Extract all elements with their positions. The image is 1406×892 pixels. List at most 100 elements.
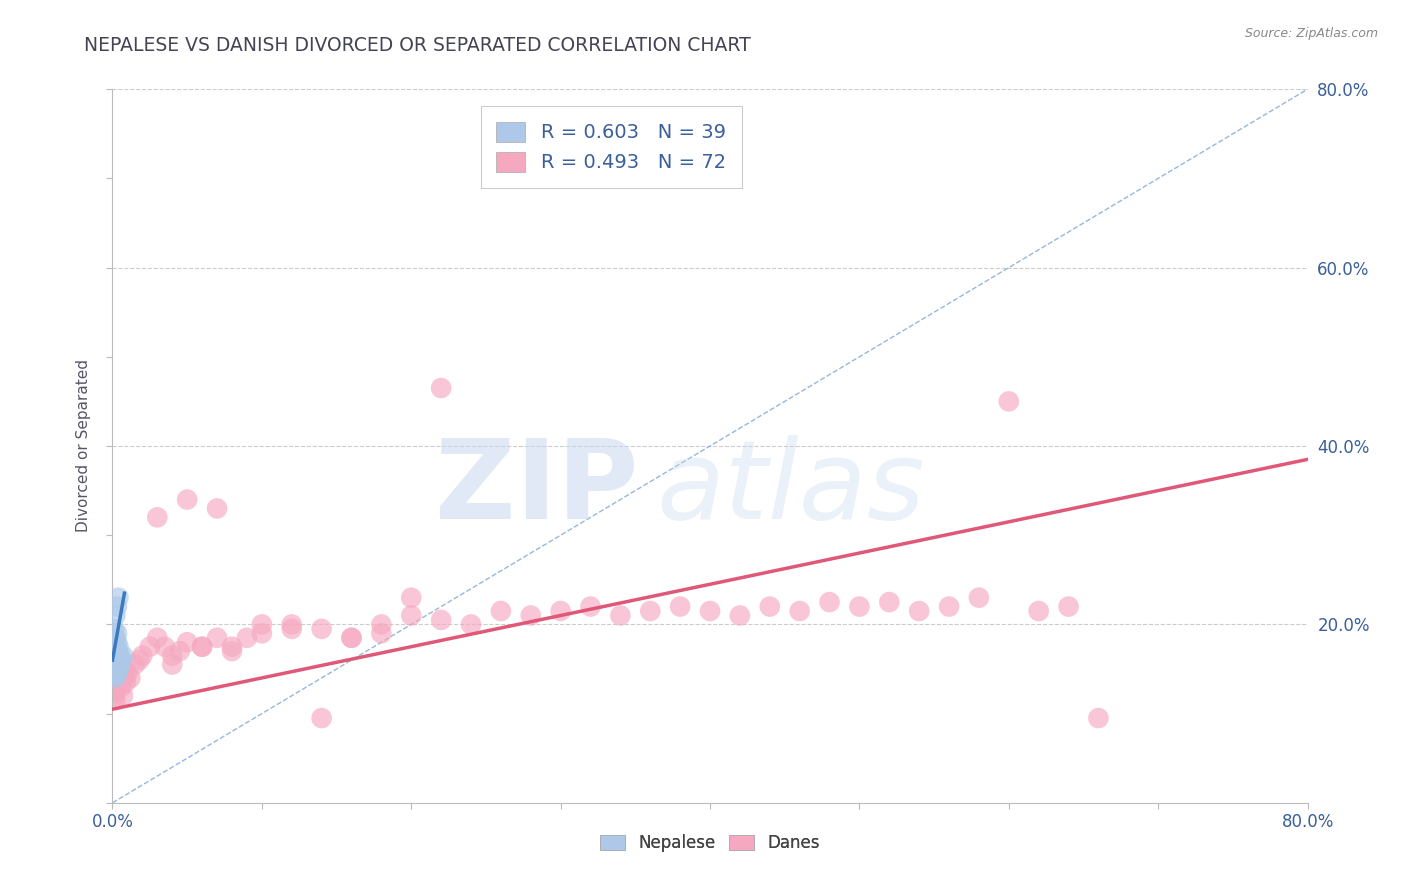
Text: Source: ZipAtlas.com: Source: ZipAtlas.com xyxy=(1244,27,1378,40)
Point xyxy=(105,666,128,681)
Point xyxy=(128,653,150,667)
Point xyxy=(105,671,128,685)
Point xyxy=(169,644,191,658)
Point xyxy=(430,613,453,627)
Point xyxy=(759,599,782,614)
Point xyxy=(938,599,960,614)
Point xyxy=(236,631,259,645)
Point xyxy=(460,617,482,632)
Point xyxy=(818,595,841,609)
Point xyxy=(311,622,333,636)
Point xyxy=(998,394,1021,409)
Point xyxy=(107,675,129,690)
Point xyxy=(205,501,228,516)
Point xyxy=(107,648,129,663)
Point xyxy=(104,660,127,674)
Point xyxy=(162,648,183,663)
Point xyxy=(105,648,128,663)
Point xyxy=(1028,604,1050,618)
Point xyxy=(120,671,142,685)
Point xyxy=(108,648,131,663)
Point xyxy=(250,617,273,632)
Point xyxy=(311,711,333,725)
Point xyxy=(103,648,125,663)
Point xyxy=(104,664,127,678)
Point xyxy=(107,653,129,667)
Point xyxy=(111,689,134,703)
Point xyxy=(104,655,127,669)
Point xyxy=(115,675,138,690)
Point xyxy=(107,591,129,605)
Point xyxy=(104,631,127,645)
Point xyxy=(908,604,931,618)
Point xyxy=(114,662,135,676)
Point xyxy=(430,381,453,395)
Point xyxy=(609,608,631,623)
Point xyxy=(108,657,131,672)
Point xyxy=(146,631,169,645)
Point xyxy=(103,657,125,672)
Point xyxy=(104,608,127,623)
Point xyxy=(104,671,127,685)
Point xyxy=(162,657,183,672)
Point xyxy=(124,657,146,672)
Point xyxy=(579,599,602,614)
Point xyxy=(105,680,128,694)
Point xyxy=(105,599,128,614)
Point xyxy=(250,626,273,640)
Point xyxy=(520,608,543,623)
Point xyxy=(107,662,129,676)
Legend: Nepalese, Danes: Nepalese, Danes xyxy=(593,828,827,859)
Point xyxy=(111,648,134,663)
Point xyxy=(103,689,125,703)
Point xyxy=(105,662,128,676)
Point xyxy=(340,631,363,645)
Point xyxy=(103,622,125,636)
Point xyxy=(967,591,990,605)
Point xyxy=(103,653,125,667)
Point xyxy=(1087,711,1109,725)
Point xyxy=(281,622,304,636)
Point xyxy=(110,680,132,694)
Point xyxy=(139,640,162,654)
Point xyxy=(340,631,363,645)
Point xyxy=(401,591,423,605)
Point xyxy=(110,653,132,667)
Point xyxy=(370,617,392,632)
Point xyxy=(117,666,139,681)
Point xyxy=(104,693,127,707)
Point xyxy=(107,662,129,676)
Point xyxy=(728,608,751,623)
Point xyxy=(879,595,901,609)
Point xyxy=(699,604,721,618)
Point xyxy=(114,671,135,685)
Point xyxy=(107,666,129,681)
Point xyxy=(191,640,214,654)
Point xyxy=(105,657,128,672)
Point xyxy=(176,492,198,507)
Point xyxy=(108,671,131,685)
Point xyxy=(108,662,131,676)
Text: atlas: atlas xyxy=(657,435,925,542)
Point xyxy=(153,640,176,654)
Point xyxy=(640,604,662,618)
Point xyxy=(105,644,128,658)
Point xyxy=(370,626,392,640)
Point xyxy=(191,640,214,654)
Point xyxy=(104,648,127,663)
Y-axis label: Divorced or Separated: Divorced or Separated xyxy=(76,359,91,533)
Point xyxy=(221,640,243,654)
Point xyxy=(131,648,153,663)
Point xyxy=(103,666,125,681)
Point xyxy=(104,684,127,698)
Point xyxy=(221,644,243,658)
Point xyxy=(401,608,423,623)
Point xyxy=(103,662,125,676)
Point xyxy=(104,644,127,658)
Point xyxy=(105,626,128,640)
Point xyxy=(176,635,198,649)
Point xyxy=(105,635,128,649)
Point xyxy=(107,640,129,654)
Point xyxy=(104,657,127,672)
Point xyxy=(489,604,512,618)
